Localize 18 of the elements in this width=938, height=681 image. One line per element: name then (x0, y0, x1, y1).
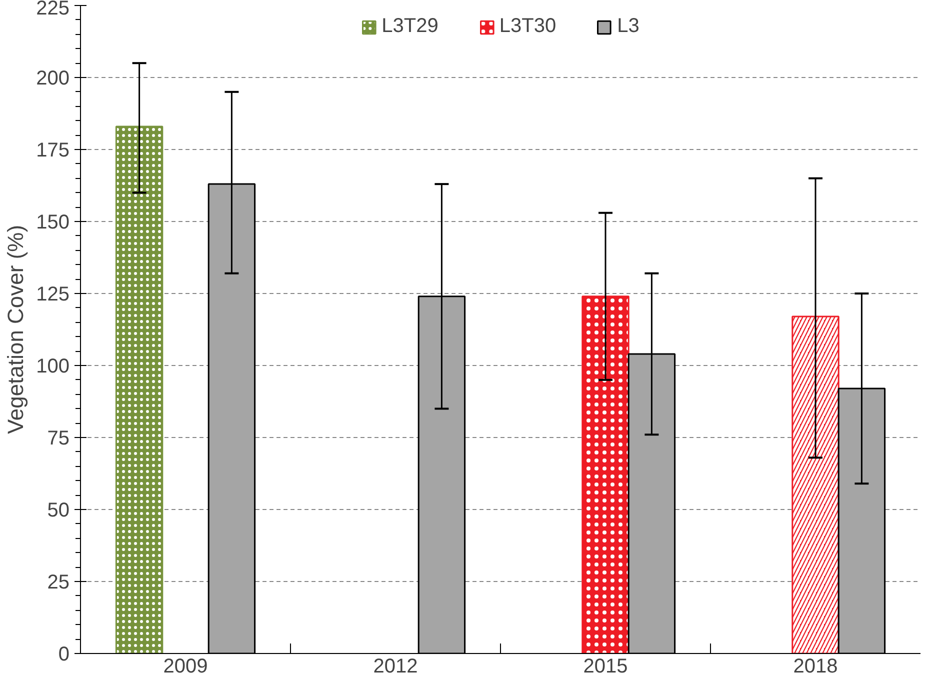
y-tick-label: 100 (36, 356, 70, 378)
y-tick-label: 125 (36, 284, 70, 306)
y-tick-label: 0 (58, 644, 70, 666)
legend-label: L3T29 (382, 15, 438, 38)
legend-label: L3T30 (499, 15, 556, 38)
y-tick-label: 200 (36, 68, 70, 90)
y-tick-label: 175 (36, 140, 70, 162)
x-tick-label: 2018 (793, 656, 838, 678)
y-tick-label: 50 (47, 500, 70, 522)
x-tick-label: 2015 (583, 656, 628, 678)
y-tick-label: 150 (36, 212, 70, 234)
x-tick-label: 2009 (163, 656, 208, 678)
y-tick-label: 75 (47, 428, 70, 450)
y-tick-label: 225 (36, 0, 70, 20)
legend-label: L3 (617, 15, 640, 38)
y-tick-label: 25 (47, 572, 70, 594)
y-axis-title: Vegetation Cover (%) (3, 224, 28, 434)
x-tick-label: 2012 (373, 656, 418, 678)
